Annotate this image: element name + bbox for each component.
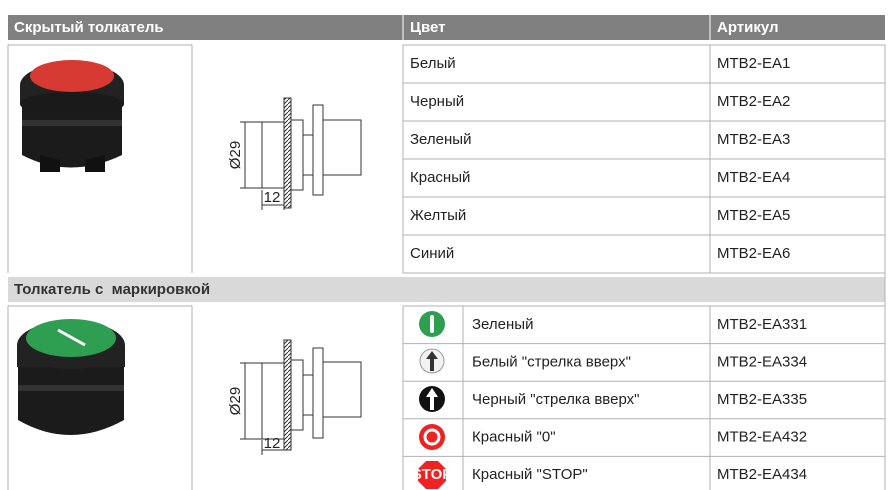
tech-drawing xyxy=(240,339,362,455)
article: MTB2-EA335 xyxy=(717,391,807,408)
article: MTB2-EA4 xyxy=(717,169,790,186)
dim-label: 12 xyxy=(264,189,281,206)
section-title: Толкатель с маркировкой xyxy=(14,281,210,298)
color-name: Черный xyxy=(410,93,464,110)
color-name: Черный "стрелка вверх" xyxy=(472,391,639,408)
color-name: Красный xyxy=(410,169,470,186)
grid xyxy=(7,45,886,490)
color-name: Желтый xyxy=(410,207,466,224)
color-name: Зеленый xyxy=(472,316,533,333)
article: MTB2-EA331 xyxy=(717,316,807,333)
dim-label: Ø29 xyxy=(227,387,244,415)
color-name: Зеленый xyxy=(410,131,471,148)
color-name: Белый xyxy=(410,55,456,72)
article: MTB2-EA1 xyxy=(717,55,790,72)
section-bar xyxy=(8,277,885,302)
icon xyxy=(418,311,446,489)
color-name: Белый "стрелка вверх" xyxy=(472,353,631,370)
article: MTB2-EA432 xyxy=(717,429,807,446)
article: MTB2-EA434 xyxy=(717,466,807,483)
article: MTB2-EA3 xyxy=(717,131,790,148)
header-color: Цвет xyxy=(410,19,445,36)
button-image xyxy=(17,319,125,435)
article: MTB2-EA334 xyxy=(717,353,807,370)
color-name: Красный "STOP" xyxy=(472,466,588,483)
article: MTB2-EA2 xyxy=(717,93,790,110)
header-title: Скрытый толкатель xyxy=(14,19,164,36)
article: MTB2-EA5 xyxy=(717,207,790,224)
color-name: Красный "0" xyxy=(472,429,556,446)
header-bar xyxy=(8,15,885,40)
button-image xyxy=(20,60,124,172)
dim-label: 12 xyxy=(264,435,281,452)
color-name: Синий xyxy=(410,245,454,262)
header-article: Артикул xyxy=(717,19,779,36)
article: MTB2-EA6 xyxy=(717,245,790,262)
stop-icon-text: STOP xyxy=(412,466,453,483)
tech-drawing xyxy=(240,97,362,210)
dim-label: Ø29 xyxy=(227,141,244,169)
